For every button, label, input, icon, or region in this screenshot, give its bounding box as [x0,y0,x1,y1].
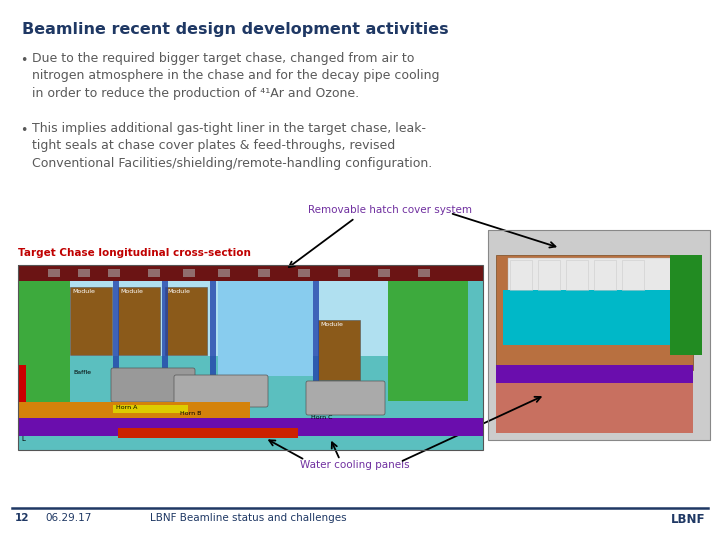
Bar [488,230,710,440]
Text: 06.29.17: 06.29.17 [45,513,91,523]
Bar [70,287,112,355]
Bar [622,260,644,290]
Bar [670,255,702,355]
FancyBboxPatch shape [111,368,195,402]
Bar [258,269,270,277]
Bar [108,269,120,277]
Text: Module: Module [167,289,190,294]
Bar [148,269,160,277]
Bar [313,281,319,401]
FancyBboxPatch shape [174,375,268,407]
Bar [503,290,675,345]
Bar [48,269,60,277]
Bar [508,258,685,293]
FancyBboxPatch shape [306,381,385,415]
Text: This implies additional gas-tight liner in the target chase, leak-
tight seals a: This implies additional gas-tight liner … [32,122,432,170]
Text: 12: 12 [15,513,30,523]
Bar [496,365,693,383]
Text: LBNF Beamline status and challenges: LBNF Beamline status and challenges [150,513,346,523]
Bar [118,287,160,355]
Bar [538,260,560,290]
Bar [18,281,483,450]
Text: Removable hatch cover system: Removable hatch cover system [308,205,472,215]
Bar [113,405,188,413]
Text: Horn B: Horn B [180,411,202,416]
Bar [18,402,250,418]
Text: Horn A: Horn A [116,405,138,410]
Bar [318,320,360,380]
Bar [165,287,207,355]
Bar [566,260,588,290]
Bar [183,269,195,277]
Text: Baffle: Baffle [73,370,91,375]
Bar [510,260,532,290]
Bar [338,269,350,277]
Text: •: • [20,124,27,137]
Text: Module: Module [72,289,95,294]
Bar [488,230,710,440]
Bar [18,418,483,436]
Bar [18,365,26,425]
Bar [218,281,313,376]
Bar [594,260,616,290]
Bar [18,265,483,450]
Bar [18,281,70,426]
Bar [70,281,455,356]
Text: •: • [20,54,27,67]
Text: Water cooling panels: Water cooling panels [300,460,410,470]
Text: Beamline recent design development activities: Beamline recent design development activ… [22,22,449,37]
Bar [496,255,693,370]
Text: Target Chase longitudinal cross-section: Target Chase longitudinal cross-section [18,248,251,258]
Bar [218,269,230,277]
Bar [210,281,216,401]
Bar [118,428,298,438]
Bar [78,269,90,277]
Bar [378,269,390,277]
Bar [298,269,310,277]
Text: LBNF: LBNF [670,513,705,526]
Bar [496,383,693,433]
Text: Horn C: Horn C [311,415,333,420]
Bar [18,265,483,281]
Bar [162,281,168,401]
Text: L: L [21,436,25,442]
Bar [418,269,430,277]
Bar [388,281,468,401]
Text: Module: Module [120,289,143,294]
Text: Module: Module [320,322,343,327]
Text: Due to the required bigger target chase, changed from air to
nitrogen atmosphere: Due to the required bigger target chase,… [32,52,439,100]
Bar [113,281,119,401]
